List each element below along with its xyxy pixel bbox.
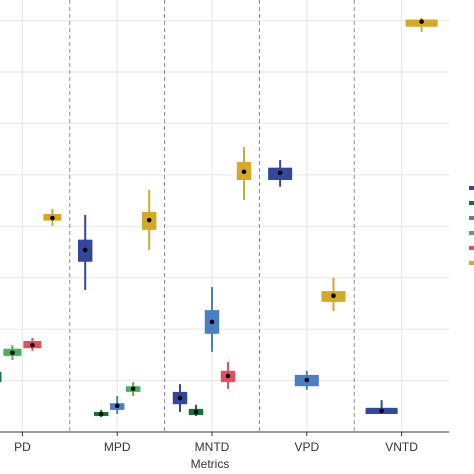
- mean-dot: [98, 411, 104, 417]
- x-tick-label: PD: [14, 440, 31, 454]
- mean-dot: [50, 215, 55, 221]
- mean-dot: [331, 293, 336, 299]
- mean-dot: [10, 350, 15, 356]
- legend-key: [469, 201, 474, 205]
- legend-key: [469, 261, 474, 265]
- mean-dot: [241, 169, 247, 175]
- x-axis-title: Metrics: [191, 457, 230, 471]
- mean-dot: [379, 408, 384, 414]
- legend-key: [469, 246, 474, 250]
- legend-key: [469, 216, 474, 220]
- mean-dot: [30, 342, 35, 348]
- mean-dot: [114, 403, 120, 409]
- mean-dot: [130, 386, 136, 392]
- mean-dot: [177, 395, 183, 401]
- legend-key: [469, 231, 474, 235]
- x-tick-label: VNTD: [385, 440, 418, 454]
- mean-dot: [277, 170, 283, 176]
- mean-dot: [304, 377, 310, 383]
- mean-dot: [209, 319, 215, 325]
- mean-dot: [82, 247, 88, 253]
- mean-dot: [146, 217, 152, 223]
- mean-dot: [193, 409, 199, 415]
- x-tick-label: VPD: [294, 440, 319, 454]
- mean-dot: [419, 19, 424, 24]
- x-tick-label: MNTD: [195, 440, 230, 454]
- legend-key: [469, 186, 474, 190]
- mean-dot: [225, 373, 231, 379]
- x-tick-label: MPD: [104, 440, 131, 454]
